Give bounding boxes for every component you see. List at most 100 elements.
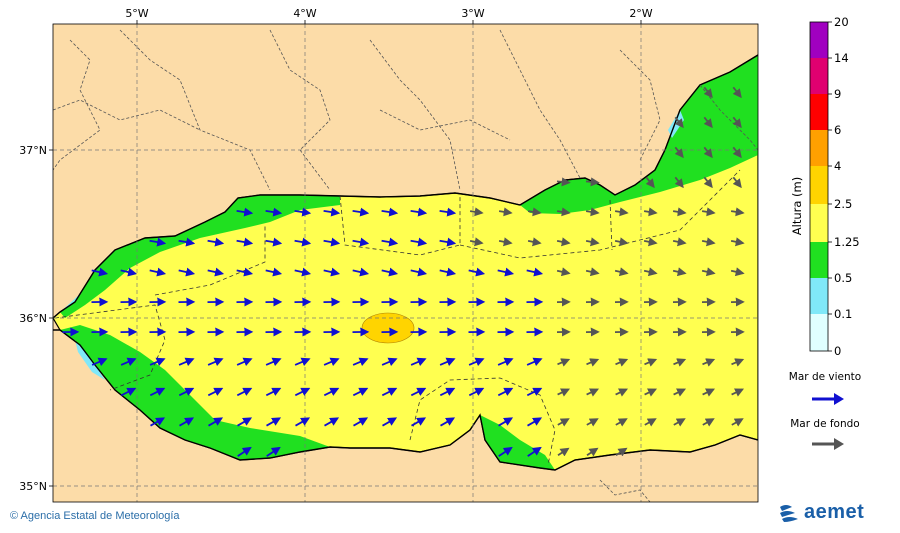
swell-arrow	[732, 176, 742, 189]
swell-arrow	[643, 207, 658, 217]
swell-arrow	[557, 447, 570, 457]
wind-arrow	[323, 357, 340, 367]
swell-arrow	[644, 388, 658, 397]
swell-arrow	[731, 388, 745, 397]
swell-arrow	[730, 267, 745, 277]
wind-arrow	[237, 417, 253, 427]
swell-arrow	[585, 207, 600, 217]
swell-arrow	[643, 237, 658, 247]
wind-arrow	[439, 237, 457, 247]
swell-arrow	[614, 267, 629, 277]
swell-arrow	[557, 388, 571, 397]
wind-arrow	[265, 357, 282, 367]
wind-arrow	[526, 267, 544, 277]
wind-arrow	[120, 357, 137, 367]
wind-arrow	[352, 207, 370, 217]
band-cyan-west-south	[75, 340, 105, 380]
swell-arrow-icon	[812, 438, 844, 450]
swell-arrow	[673, 358, 687, 367]
wind-arrow	[150, 417, 166, 427]
swell-arrow	[556, 207, 571, 217]
swell-arrow	[701, 237, 716, 247]
lon-label-5w: 5°W	[125, 7, 148, 20]
aemet-logo: aemet	[778, 501, 864, 524]
copyright-credit: © Agencia Estatal de Meteorología	[10, 510, 180, 522]
wind-arrow	[236, 357, 253, 367]
color-legend	[809, 21, 832, 352]
swell-arrow	[614, 207, 629, 217]
swell-arrow	[672, 267, 687, 277]
swell-arrow	[586, 388, 600, 397]
wind-arrow	[352, 387, 369, 397]
swell-arrow	[527, 237, 542, 247]
swell-arrow	[585, 237, 600, 247]
legend-tick-14: 14	[834, 51, 849, 65]
wind-arrow	[381, 237, 399, 247]
wind-arrow	[207, 387, 224, 397]
swell-arrow	[469, 237, 484, 247]
wind-arrow	[178, 237, 196, 247]
legend-tick-0-5: 0.5	[834, 271, 852, 285]
wind-arrow	[324, 417, 340, 427]
band-green-northeast	[520, 55, 758, 214]
wind-arrow	[526, 357, 543, 367]
swell-arrow	[498, 237, 513, 247]
wind-arrow	[208, 417, 224, 427]
wind-arrow	[178, 357, 195, 367]
lat-label-37n: 37°N	[19, 144, 47, 157]
wind-arrow	[410, 267, 428, 277]
wind-arrow	[265, 387, 282, 397]
wind-arrow	[236, 237, 254, 247]
wind-arrow	[120, 387, 137, 397]
swell-arrow	[557, 358, 571, 367]
swell-arrow	[556, 237, 571, 247]
wind-arrow	[236, 207, 254, 217]
wind-arrow	[120, 267, 138, 277]
wind-arrow	[410, 237, 428, 247]
wind-arrow	[352, 267, 370, 277]
wind-arrow	[265, 267, 283, 277]
aemet-logo-text: aemet	[804, 501, 865, 523]
wind-arrow	[526, 387, 543, 397]
wind-arrow	[323, 237, 341, 247]
wind-arrow	[207, 267, 225, 277]
wind-arrow	[294, 387, 311, 397]
legend-tick-0-1: 0.1	[834, 307, 852, 321]
swell-arrow	[585, 177, 600, 187]
wind-arrow	[323, 267, 341, 277]
swell-arrow	[498, 207, 513, 217]
wind-arrow	[410, 387, 427, 397]
wind-arrow	[294, 207, 312, 217]
wind-arrow	[497, 357, 514, 367]
wind-arrow	[149, 387, 166, 397]
map-frame	[52, 23, 759, 503]
legend-tick-6: 6	[834, 123, 841, 137]
swell-arrow	[469, 207, 484, 217]
wind-arrow	[149, 267, 167, 277]
wind-arrow	[265, 237, 283, 247]
swell-arrow	[703, 146, 713, 159]
swell-legend-label: Mar de fondo	[790, 418, 859, 430]
wind-arrow	[498, 417, 514, 427]
legend-tick-labels: 20 14 9 6 4 2.5 1.25 0.5 0.1 0	[834, 15, 860, 358]
swell-arrow	[674, 116, 684, 129]
lat-label-36n: 36°N	[19, 312, 47, 325]
graticule	[53, 24, 758, 502]
swell-arrow	[672, 207, 687, 217]
wind-arrow	[497, 387, 514, 397]
wind-arrow	[323, 387, 340, 397]
swell-arrow	[703, 176, 713, 189]
wind-arrow	[207, 357, 224, 367]
legend-tick-4: 4	[834, 159, 841, 173]
swell-arrow	[732, 146, 742, 159]
wind-arrow	[381, 267, 399, 277]
swell-arrow	[672, 237, 687, 247]
wind-arrow	[468, 387, 485, 397]
wind-arrow	[410, 357, 427, 367]
swell-arrow	[702, 388, 716, 397]
swell-arrow	[644, 358, 658, 367]
wind-arrow	[440, 417, 456, 427]
wind-arrow	[381, 207, 399, 217]
swell-arrow	[730, 237, 745, 247]
